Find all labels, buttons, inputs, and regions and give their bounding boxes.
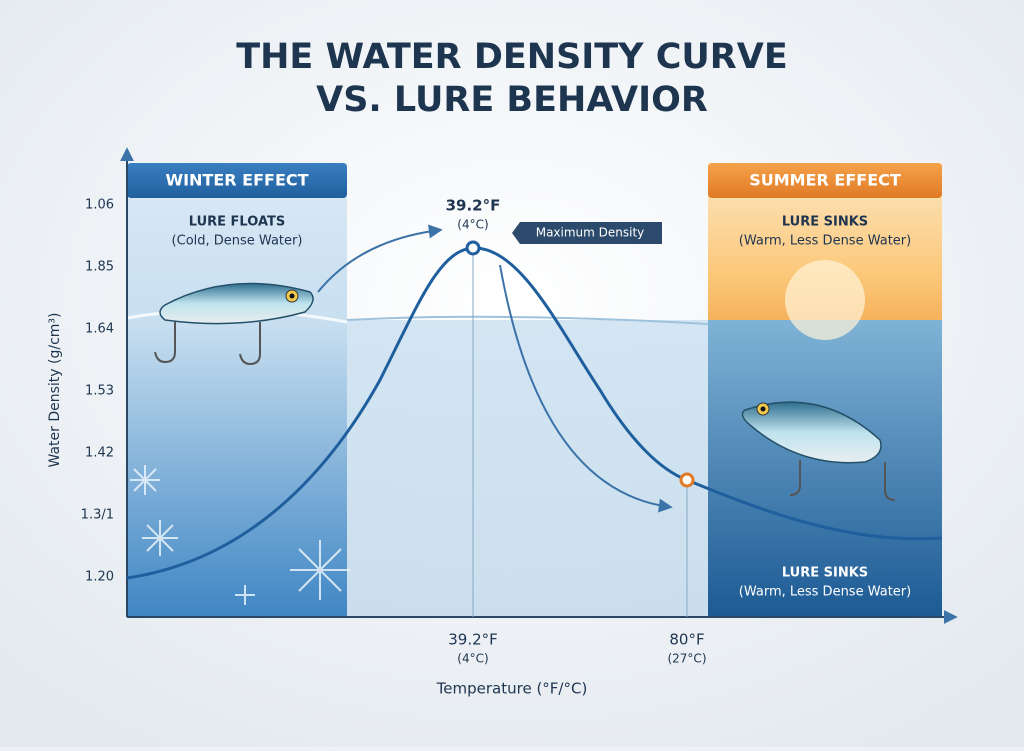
title-line-1: THE WATER DENSITY CURVE [236, 37, 788, 77]
summer-lure [741, 401, 896, 501]
winter-header [127, 163, 347, 198]
max-density-text: Maximum Density [536, 226, 645, 240]
summer-point [679, 472, 695, 488]
y-tick-label: 1.3/1 [81, 508, 114, 523]
winter-header-text: WINTER EFFECT [165, 171, 308, 190]
water [347, 320, 708, 617]
summer-bottom-sub: (Warm, Less Dense Water) [739, 585, 911, 600]
winter-title: LURE FLOATS [189, 215, 285, 230]
float-arrow [317, 224, 443, 293]
summer-title: LURE SINKS [782, 215, 868, 230]
x-tick-label: 80°F [669, 631, 704, 649]
y-tick-label: 1.20 [85, 570, 114, 585]
snowflakes [130, 465, 350, 605]
y-tick-label: 1.42 [85, 446, 114, 461]
summer-header [708, 163, 942, 198]
summer-water [708, 320, 942, 617]
max-density-tag [512, 222, 662, 244]
water-surface [346, 315, 709, 325]
peak-point [465, 240, 481, 256]
y-tick-label: 1.53 [85, 384, 114, 399]
winter-lure [154, 282, 314, 366]
sun [785, 260, 865, 340]
x-axis-label: Temperature (°F/°C) [436, 680, 588, 698]
peak-label: 39.2°F [446, 197, 501, 215]
peak-sub: (4°C) [457, 218, 488, 232]
y-tick-label: 1.64 [85, 322, 114, 337]
summer-sub: (Warm, Less Dense Water) [739, 234, 911, 249]
sink-arrow [499, 264, 673, 513]
y-tick-label: 1.06 [85, 198, 114, 213]
title-line-2: VS. LURE BEHAVIOR [316, 80, 708, 120]
x-tick-sub: (27°C) [667, 652, 706, 666]
density-curve [126, 246, 943, 580]
x-tick-label: 39.2°F [448, 631, 498, 649]
summer-bottom-title: LURE SINKS [782, 566, 868, 581]
summer-header-text: SUMMER EFFECT [749, 171, 901, 190]
x-tick-sub: (4°C) [457, 652, 488, 666]
winter-sub: (Cold, Dense Water) [172, 234, 303, 249]
y-axis-label: Water Density (g/cm³) [47, 313, 63, 468]
y-tick-label: 1.85 [85, 260, 114, 275]
